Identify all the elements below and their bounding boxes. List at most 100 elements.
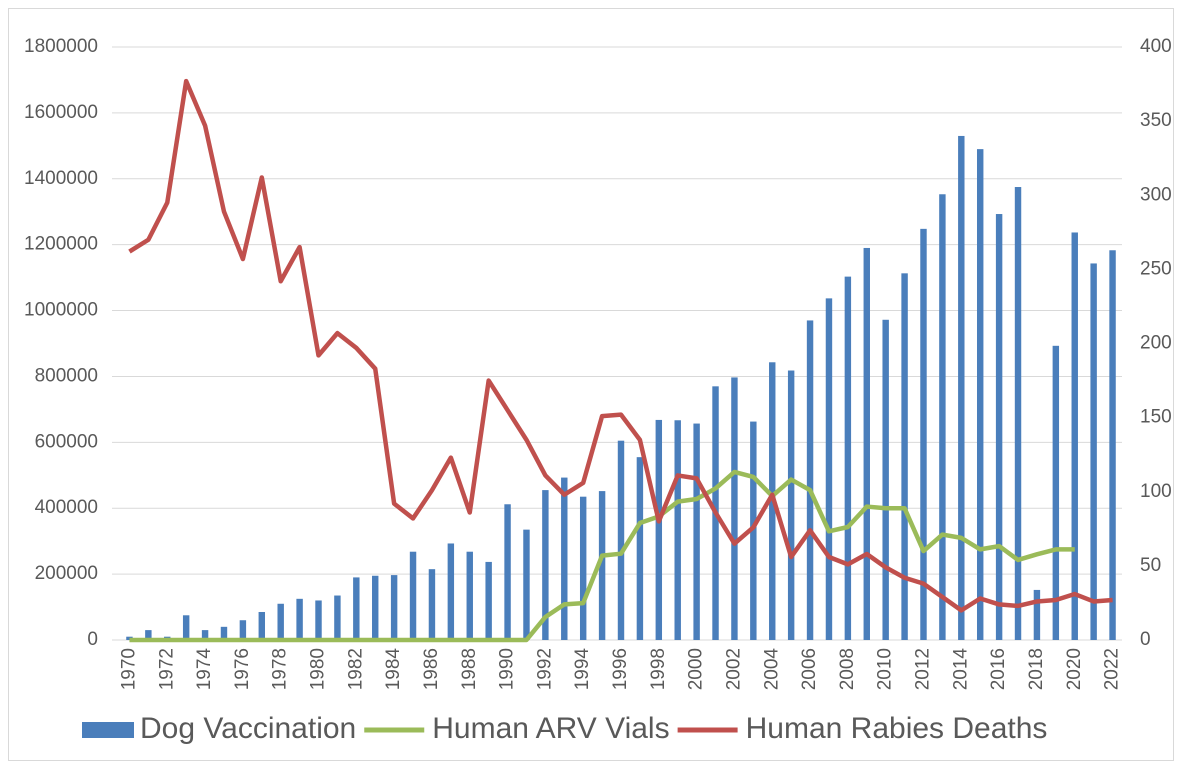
bar — [806, 320, 814, 640]
x-tick-label: 2010 — [875, 648, 896, 690]
x-tick-label: 2006 — [799, 648, 820, 690]
x-tick-label: 1976 — [232, 648, 253, 690]
bar — [220, 626, 228, 640]
y2-tick-label: 300 — [1140, 184, 1172, 205]
x-tick-label: 2022 — [1102, 648, 1123, 690]
bar — [976, 149, 984, 640]
bar — [542, 490, 549, 640]
bar — [750, 421, 757, 640]
bar — [201, 630, 209, 640]
bar — [145, 630, 152, 640]
legend-label: Dog Vaccination — [140, 712, 356, 745]
x-tick-label: 2002 — [723, 648, 744, 690]
x-tick-label: 2020 — [1064, 648, 1085, 690]
y2-tick-label: 250 — [1140, 258, 1172, 279]
bar — [334, 595, 341, 640]
legend-label: Human Rabies Deaths — [746, 712, 1048, 745]
line — [129, 469, 1075, 643]
x-tick-label: 1992 — [534, 648, 555, 690]
y2-tick-label: 150 — [1140, 407, 1172, 428]
bar — [598, 491, 606, 640]
bar — [882, 319, 889, 640]
bar — [504, 504, 511, 640]
x-tick-label: 1996 — [610, 648, 631, 690]
bar — [636, 457, 644, 640]
bar — [561, 477, 568, 640]
x-tick-label: 1974 — [194, 648, 215, 691]
y-tick-label: 1200000 — [24, 234, 98, 255]
x-tick-label: 1994 — [572, 648, 593, 691]
bar — [523, 529, 530, 640]
x-tick-label: 1982 — [345, 648, 366, 690]
bar — [353, 577, 360, 640]
bar — [485, 561, 492, 640]
y2-tick-label: 50 — [1140, 555, 1161, 576]
y-tick-label: 400000 — [35, 497, 98, 518]
y-tick-label: 1000000 — [24, 300, 98, 321]
x-tick-label: 2018 — [1026, 648, 1047, 690]
bar — [182, 615, 190, 640]
x-tick-label: 2008 — [837, 648, 858, 690]
x-tick-label: 1988 — [459, 648, 480, 690]
y-tick-label: 1600000 — [24, 102, 98, 123]
x-tick-label: 1986 — [421, 648, 442, 690]
x-tick-label: 1980 — [308, 648, 329, 690]
x-tick-label: 2014 — [950, 648, 971, 691]
x-tick-label: 1984 — [383, 648, 404, 691]
y-tick-label: 800000 — [35, 365, 98, 386]
x-tick-label: 2012 — [913, 648, 934, 690]
bar — [390, 575, 398, 640]
bar — [258, 611, 266, 640]
bar — [920, 228, 927, 640]
x-tick-label: 1998 — [648, 648, 669, 690]
bar — [1109, 250, 1116, 641]
line — [128, 78, 1113, 613]
x-tick-label: 2000 — [686, 648, 707, 690]
legend-label: Human ARV Vials — [432, 712, 669, 745]
bar — [239, 620, 247, 640]
x-tick-label: 1970 — [118, 648, 139, 690]
y2-tick-label: 400 — [1140, 36, 1172, 57]
y2-tick-label: 200 — [1140, 333, 1172, 354]
bar — [466, 551, 473, 640]
bar — [655, 419, 663, 640]
bar — [617, 440, 625, 640]
bar — [901, 273, 908, 640]
bar — [958, 135, 965, 640]
bar — [409, 551, 417, 640]
bar — [693, 423, 700, 640]
y-tick-label: 600000 — [35, 431, 98, 452]
bar — [1090, 263, 1097, 640]
bar — [939, 194, 946, 641]
y2-tick-label: 0 — [1140, 629, 1151, 650]
bar — [995, 214, 1003, 641]
x-tick-label: 2016 — [988, 648, 1009, 690]
y-tick-label: 1400000 — [24, 168, 98, 189]
y-tick-label: 1800000 — [24, 36, 98, 57]
y2-tick-label: 100 — [1140, 481, 1172, 502]
bar — [825, 298, 833, 640]
x-tick-label: 1972 — [156, 648, 177, 690]
x-tick-label: 1978 — [270, 648, 291, 690]
bar — [1071, 232, 1078, 640]
bar — [863, 247, 870, 640]
bar — [1014, 187, 1022, 640]
bar — [1052, 345, 1060, 640]
bar — [579, 496, 587, 640]
y-tick-label: 200000 — [35, 563, 98, 584]
bar — [674, 420, 681, 640]
bar — [844, 276, 852, 640]
bar — [447, 543, 455, 640]
y2-tick-label: 350 — [1140, 110, 1172, 131]
x-tick-label: 1990 — [497, 648, 518, 690]
bar — [315, 600, 322, 640]
bar — [1033, 589, 1041, 640]
legend-swatch — [82, 722, 134, 738]
x-tick-label: 2004 — [761, 648, 782, 691]
bar — [372, 575, 379, 640]
bar — [428, 569, 436, 640]
bar — [731, 377, 738, 640]
bar — [296, 598, 303, 640]
bar — [277, 603, 284, 640]
